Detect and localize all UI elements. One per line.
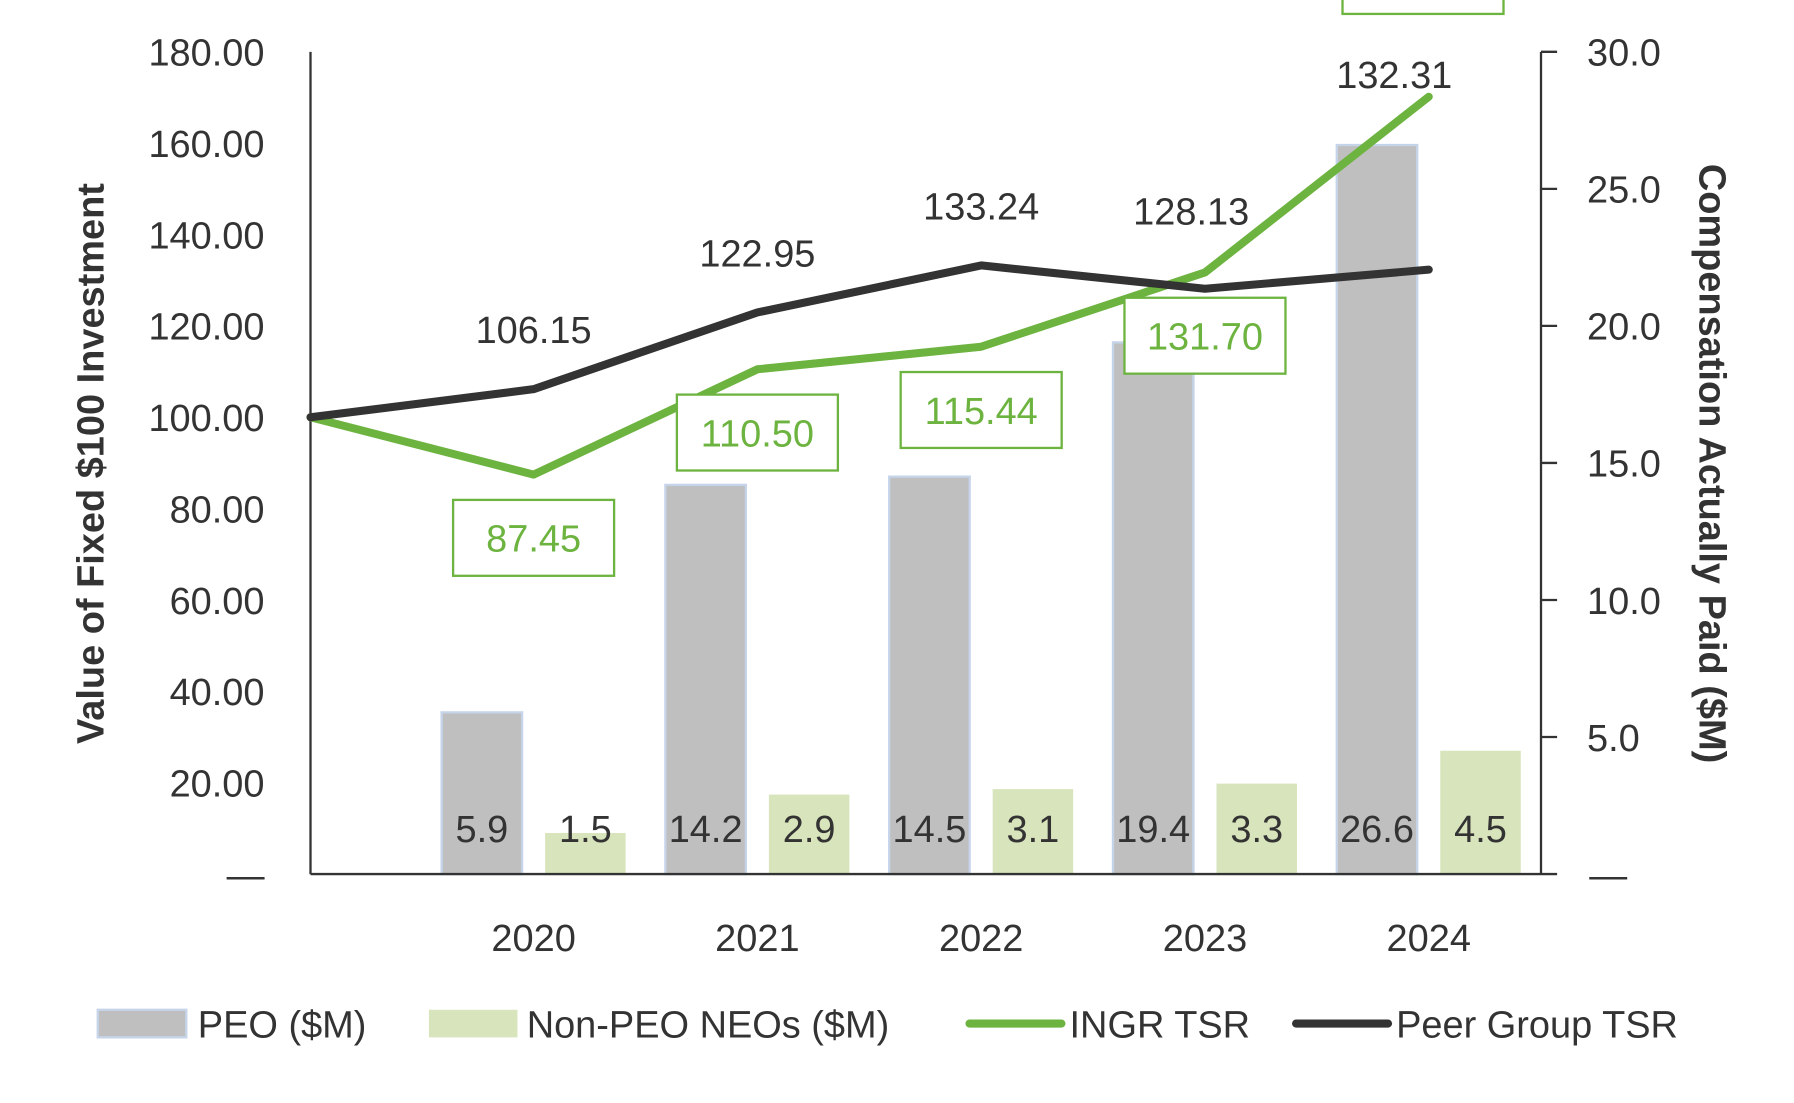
- bar-peo-2020: [440, 711, 524, 876]
- x-tick-label: 2024: [1387, 918, 1471, 960]
- data-label-box: [451, 498, 616, 577]
- y-right-title: Compensation Actually Paid ($M): [1691, 164, 1733, 763]
- axes-layer: — 20.00 40.00 60.00 80.00 100.00 120.00 140.00 1…: [148, 33, 1660, 961]
- data-label-box: [1123, 296, 1287, 375]
- y-left-tick-label: 140.00: [148, 215, 264, 257]
- x-tick-label: 2020: [491, 918, 575, 960]
- bar-label: 3.3: [1230, 809, 1283, 851]
- data-label: 106.15: [476, 310, 592, 352]
- data-label: 131.70: [1147, 317, 1263, 359]
- y-right-tick-label: 10.0: [1587, 581, 1661, 623]
- bar-non-peo-2024: [1440, 750, 1521, 875]
- data-label: 128.13: [1133, 191, 1249, 233]
- bar-non-peo-2022: [992, 789, 1074, 875]
- y-left-tick-label: —: [227, 855, 265, 897]
- y-left-tick-label: 160.00: [148, 124, 264, 166]
- y-right-tick-label: 5.0: [1587, 718, 1640, 760]
- bars-layer: [440, 143, 1521, 876]
- bar-non-peo-2020: [545, 832, 626, 875]
- y-left-tick-label: 40.00: [170, 672, 265, 714]
- y-right-tick-label: 20.0: [1587, 307, 1661, 349]
- legend: PEO ($M) Non-PEO NEOs ($M) INGR TSR Peer Gr…: [96, 1004, 1678, 1046]
- bar-label: 14.2: [669, 809, 743, 851]
- bar-label: 2.9: [783, 809, 836, 851]
- y-left-tick-label: 180.00: [148, 33, 264, 75]
- y-right-tick-label: 25.0: [1587, 170, 1661, 212]
- x-tick-label: 2022: [939, 918, 1023, 960]
- data-label: 87.45: [486, 519, 581, 561]
- line-ingr-tsr: [306, 92, 1433, 479]
- bar-label: 1.5: [559, 809, 612, 851]
- bar-non-peo-2021: [768, 794, 850, 875]
- bar-peo-2023: [1111, 341, 1195, 876]
- y-right-tick-label: 15.0: [1587, 444, 1661, 486]
- bar-label: 3.1: [1007, 809, 1060, 851]
- bar-peo-2021: [664, 483, 748, 876]
- data-label: 122.95: [699, 233, 815, 275]
- data-label: 115.44: [925, 391, 1038, 433]
- y-left-title: Value of Fixed $100 Investment: [70, 183, 112, 744]
- y-left-tick-label: 80.00: [170, 489, 265, 531]
- y-left-tick-label: 120.00: [148, 307, 264, 349]
- bar-label: 14.5: [893, 809, 967, 851]
- legend-swatch: [428, 1009, 518, 1038]
- bar-label: 26.6: [1340, 809, 1414, 851]
- lines-layer: [306, 92, 1433, 479]
- line-peer-group-tsr: [306, 261, 1433, 422]
- bar-peo-2022: [888, 475, 971, 876]
- y-right-tick-label: 30.0: [1587, 33, 1661, 75]
- data-label-box: [675, 393, 840, 472]
- data-label: 110.50: [701, 413, 814, 455]
- x-tick-label: 2021: [715, 918, 799, 960]
- data-label-box: [1341, 0, 1505, 16]
- legend-label: Non-PEO NEOs ($M): [527, 1004, 890, 1046]
- x-tick-label: 2023: [1163, 918, 1247, 960]
- bar-peo-2024: [1335, 143, 1419, 876]
- y-right-tick-label: —: [1589, 855, 1627, 897]
- legend-label: Peer Group TSR: [1396, 1004, 1678, 1046]
- bar-label: 19.4: [1116, 809, 1190, 851]
- y-left-tick-label: 100.00: [148, 398, 264, 440]
- legend-swatch: [96, 1008, 188, 1039]
- legend-label: PEO ($M): [198, 1004, 367, 1046]
- data-label-box: [899, 370, 1063, 450]
- legend-label: INGR TSR: [1070, 1004, 1251, 1046]
- y-left-tick-label: 20.00: [170, 764, 265, 806]
- data-label: 132.31: [1336, 55, 1452, 97]
- bar-non-peo-2023: [1216, 783, 1297, 875]
- data-label: 133.24: [923, 186, 1039, 228]
- y-left-tick-label: 60.00: [170, 581, 265, 623]
- bar-label: 4.5: [1454, 809, 1507, 851]
- bar-label: 5.9: [455, 809, 508, 851]
- labels-layer: 5.9 14.2 14.5 19.4 26.6 1.5 2.9 3.1 3.3 4.5 87.45 1…: [451, 0, 1507, 851]
